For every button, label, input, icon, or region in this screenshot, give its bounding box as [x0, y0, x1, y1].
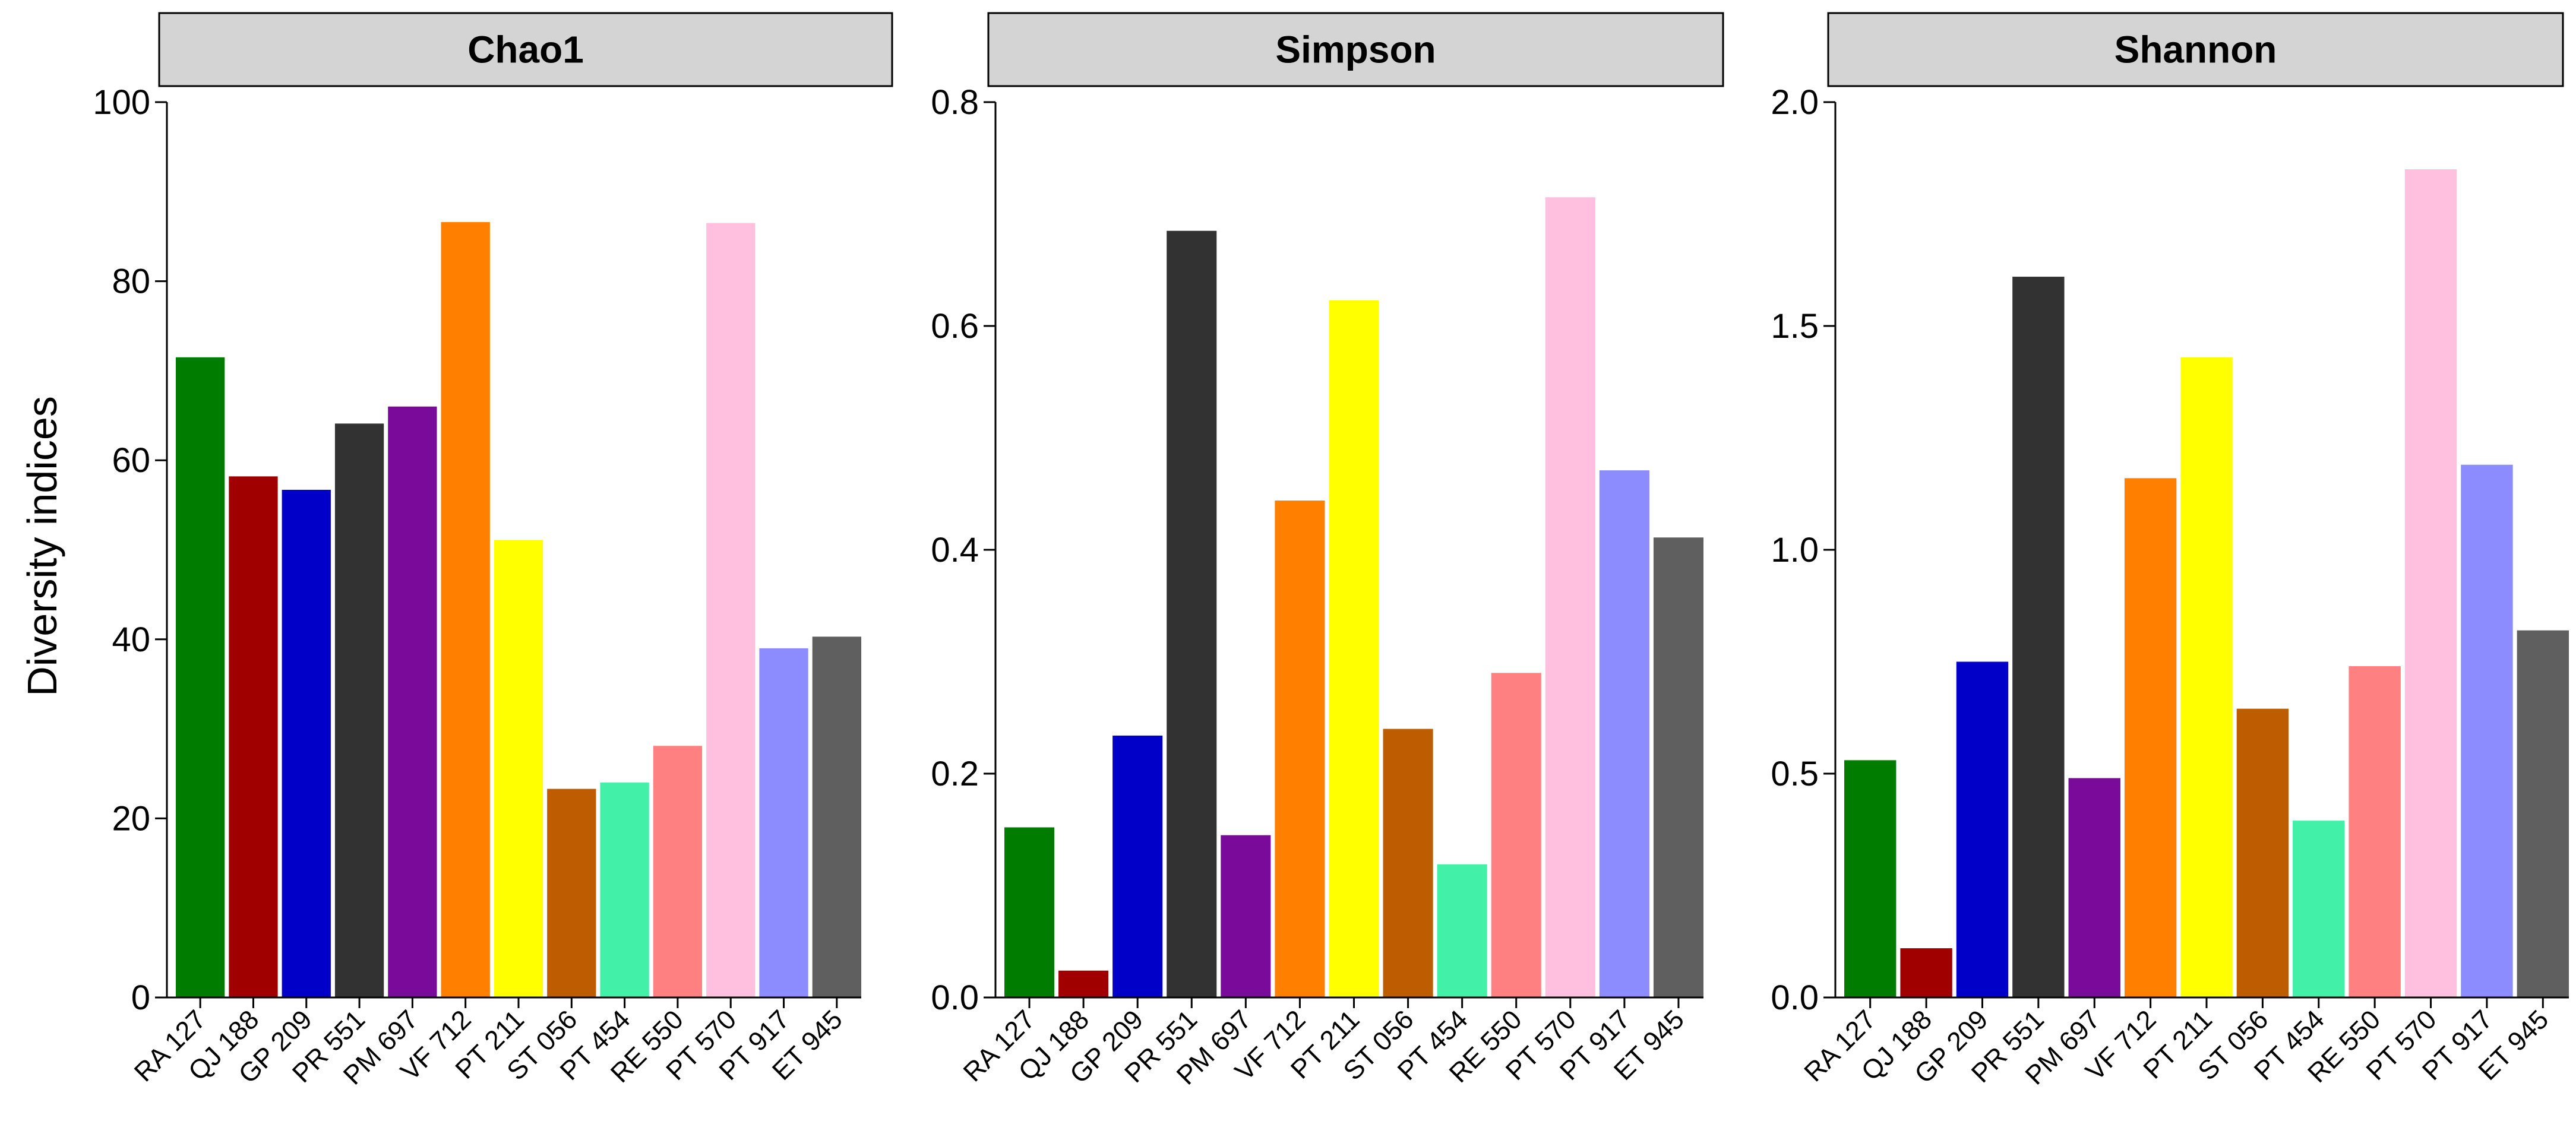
bar-chao1-pt-454 [600, 783, 649, 997]
bar-shannon-pt-917 [2461, 464, 2513, 997]
bar-simpson-pm-697 [1221, 835, 1271, 997]
bar-simpson-gp-209 [1112, 735, 1163, 997]
bar-shannon-pt-454 [2293, 821, 2345, 997]
y-tick-label-shannon: 1.0 [1771, 531, 1819, 569]
bar-chao1-pt-917 [759, 648, 808, 997]
bar-chao1-pm-697 [388, 406, 437, 997]
bar-chao1-ra-127 [176, 357, 225, 997]
bar-simpson-et-945 [1653, 537, 1703, 997]
y-tick-label-shannon: 0.5 [1771, 755, 1819, 793]
panel-header-shannon [1827, 12, 2564, 87]
y-tick-label-shannon: 0.0 [1771, 978, 1819, 1017]
bar-shannon-pm-697 [2068, 778, 2120, 997]
panel-title-chao1: Chao1 [467, 28, 584, 71]
y-tick-label-chao1: 60 [112, 441, 150, 480]
y-tick-label-shannon: 2.0 [1771, 83, 1819, 122]
y-tick-label-chao1: 100 [93, 83, 150, 122]
y-tick-label-chao1: 20 [112, 799, 150, 838]
y-tick-label-simpson: 0.8 [931, 83, 979, 122]
bar-simpson-pt-454 [1437, 864, 1487, 997]
bar-simpson-re-550 [1491, 673, 1541, 997]
panel-title-shannon: Shannon [2114, 28, 2277, 71]
bar-shannon-st-056 [2236, 708, 2289, 997]
y-tick-label-simpson: 0.0 [931, 978, 979, 1017]
bar-shannon-vf-712 [2124, 478, 2177, 997]
bar-shannon-qj-188 [1900, 948, 1952, 997]
y-tick-label-simpson: 0.2 [931, 755, 979, 793]
panel-title-simpson: Simpson [1275, 28, 1436, 71]
bar-shannon-pt-211 [2180, 357, 2233, 997]
bar-simpson-ra-127 [1004, 827, 1055, 997]
bar-chao1-vf-712 [441, 222, 490, 997]
bar-simpson-pt-570 [1545, 197, 1595, 998]
bar-simpson-qj-188 [1058, 970, 1109, 997]
y-tick-label-simpson: 0.6 [931, 307, 979, 346]
bar-simpson-vf-712 [1275, 501, 1325, 997]
bar-shannon-pr-551 [2012, 277, 2065, 997]
y-tick-label-chao1: 0 [131, 978, 150, 1017]
bar-shannon-gp-209 [1956, 661, 2009, 997]
bar-shannon-ra-127 [1844, 760, 1897, 997]
bar-chao1-pt-211 [494, 540, 543, 997]
bar-chao1-gp-209 [282, 489, 331, 997]
y-tick-label-simpson: 0.4 [931, 531, 979, 569]
bar-simpson-pt-917 [1599, 470, 1649, 997]
y-tick-label-chao1: 80 [112, 262, 150, 301]
bar-shannon-re-550 [2349, 666, 2401, 997]
panel-header-simpson [987, 12, 1724, 87]
bar-chao1-st-056 [547, 788, 596, 997]
bar-chao1-pr-551 [334, 423, 384, 997]
bar-chao1-re-550 [653, 746, 703, 997]
y-tick-label-chao1: 40 [112, 620, 150, 659]
y-axis-label: Diversity indices [19, 396, 65, 696]
y-tick-label-shannon: 1.5 [1771, 307, 1819, 346]
bar-chao1-et-945 [812, 636, 861, 997]
bar-chao1-qj-188 [229, 476, 278, 997]
bar-simpson-st-056 [1383, 729, 1433, 997]
panel-header-chao1 [158, 12, 893, 87]
bar-simpson-pt-211 [1329, 300, 1379, 997]
bar-shannon-et-945 [2517, 630, 2569, 997]
bar-simpson-pr-551 [1167, 230, 1217, 997]
bar-chao1-pt-570 [706, 223, 756, 998]
bar-shannon-pt-570 [2404, 169, 2457, 998]
